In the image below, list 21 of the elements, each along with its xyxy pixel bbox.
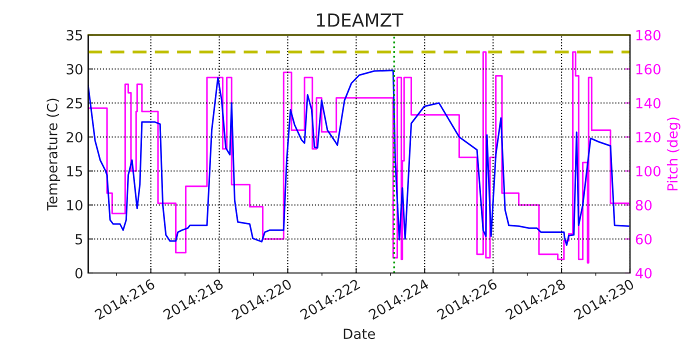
line-series — [88, 70, 630, 246]
y-tick-label: 0 — [75, 268, 82, 278]
y-tick-label: 25 — [66, 98, 82, 108]
y-tick-label: 10 — [67, 200, 82, 210]
y2-tick-label: 160 — [636, 64, 660, 74]
y-tick-label: 15 — [67, 166, 82, 176]
y2-tick-label: 140 — [636, 98, 660, 108]
y-tick-label: 20 — [66, 132, 82, 142]
y-axis-title: Temperature (C) — [46, 98, 60, 210]
y2-tick-label: 180 — [636, 30, 660, 40]
y-tick-label: 30 — [66, 64, 82, 74]
y2-tick-label: 40 — [636, 268, 652, 278]
y2-tick-label: 80 — [636, 200, 652, 210]
x-axis-title: Date — [344, 328, 375, 340]
chart-title: 1DEAMZT — [317, 14, 404, 27]
y2-tick-label: 60 — [636, 234, 652, 244]
y-tick-label: 35 — [66, 30, 82, 40]
y2-tick-label: 120 — [636, 132, 660, 142]
y-tick-label: 5 — [76, 234, 82, 244]
y2-axis-title: Pitch (deg) — [666, 118, 680, 190]
y2-tick-label: 100 — [636, 166, 660, 176]
